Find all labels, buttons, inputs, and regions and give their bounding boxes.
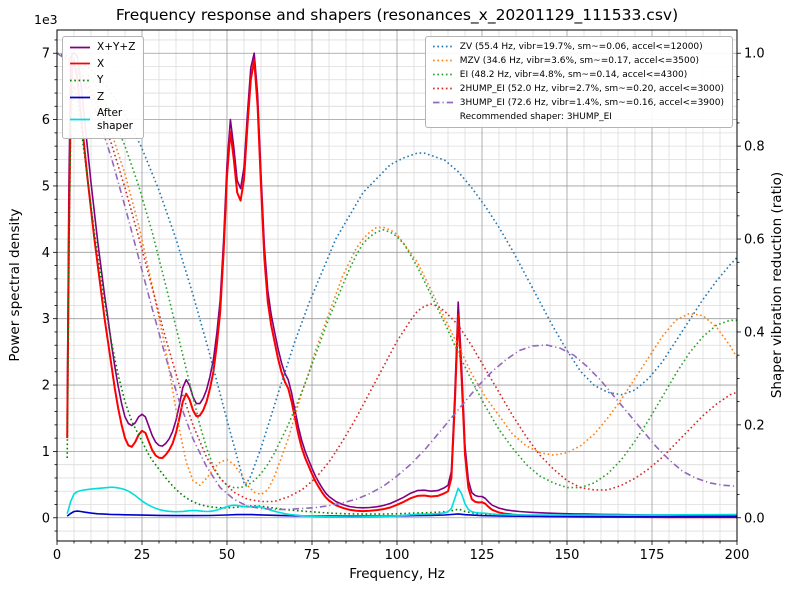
- x-tick-label: 125: [470, 548, 495, 563]
- tick-labels: 0 25 50 75 100 125 150 175 200 0 1 2 3 4 5 6 7 0.0 0.2 0.4 0…: [42, 47, 765, 563]
- series-layer: [57, 52, 737, 519]
- series-2hump-ei: [57, 52, 737, 503]
- legend-label: X: [97, 57, 105, 70]
- y-axis-label-left: Power spectral density: [7, 208, 23, 362]
- y2-tick-label: 1.0: [744, 47, 765, 62]
- x-tick-label: 0: [53, 548, 61, 563]
- y-tick-label: 5: [42, 179, 50, 194]
- legend-line-sample: [70, 96, 90, 98]
- legend-line-sample: [70, 46, 90, 49]
- series-x-y-z: [66, 52, 737, 517]
- legend-item-recommended-shaper-note: Recommended shaper: 3HUMP_EI: [432, 111, 724, 122]
- legend-label: X+Y+Z: [97, 41, 136, 53]
- series-y: [66, 85, 737, 518]
- legend-item-x-y-z: X+Y+Z: [69, 41, 135, 54]
- legend-item-mzv-34-6-hz-vibr-3-6-sm-0-17-accel-3500: MZV (34.6 Hz, vibr=3.6%, sm~=0.17, accel…: [432, 55, 724, 66]
- y-tick-label: 3: [42, 312, 50, 327]
- chart-title: Frequency response and shapers (resonanc…: [115, 6, 679, 24]
- legend-shapers: ZV (55.4 Hz, vibr=19.7%, sm~=0.06, accel…: [424, 36, 733, 128]
- legend-label: Z: [97, 90, 105, 103]
- y-tick-label: 0: [42, 511, 50, 526]
- legend-psd: X+Y+Z X Y Z After shaper: [62, 36, 145, 139]
- y-tick-label: 7: [42, 47, 50, 62]
- y-tick-label: 1: [42, 445, 50, 460]
- y2-tick-label: 0.6: [744, 233, 765, 248]
- legend-line-sample: [70, 119, 90, 121]
- series-after-shaper: [66, 486, 737, 518]
- legend-item-z: Z: [69, 91, 135, 104]
- x-axis-label: Frequency, Hz: [349, 566, 445, 582]
- series-z: [66, 510, 737, 518]
- legend-item-3hump-ei-72-6-hz-vibr-1-4-sm-0-16-accel-: 3HUMP_EI (72.6 Hz, vibr=1.4%, sm~=0.16, …: [432, 97, 724, 108]
- legend-label: EI (48.2 Hz, vibr=4.8%, sm~=0.14, accel<…: [459, 69, 688, 80]
- y-tick-label: 2: [42, 379, 50, 394]
- series-x: [66, 58, 737, 519]
- legend-line-sample: [432, 59, 453, 62]
- y-axis-offset-label: 1e3: [34, 12, 58, 27]
- legend-label: Recommended shaper: 3HUMP_EI: [459, 111, 612, 122]
- legend-label: Y: [97, 74, 104, 87]
- y2-tick-label: 0.0: [744, 511, 765, 526]
- legend-line-sample: [70, 79, 90, 82]
- x-tick-label: 175: [640, 548, 665, 563]
- legend-item-2hump-ei-52-0-hz-vibr-2-7-sm-0-20-accel-: 2HUMP_EI (52.0 Hz, vibr=2.7%, sm~=0.20, …: [432, 83, 724, 94]
- axis-ticks: [53, 39, 741, 545]
- legend-label: ZV (55.4 Hz, vibr=19.7%, sm~=0.06, accel…: [459, 41, 703, 52]
- legend-item-ei-48-2-hz-vibr-4-8-sm-0-14-accel-4300: EI (48.2 Hz, vibr=4.8%, sm~=0.14, accel<…: [432, 69, 724, 80]
- y2-tick-label: 0.8: [744, 140, 765, 155]
- series-ei: [57, 52, 737, 489]
- x-tick-label: 150: [555, 548, 580, 563]
- legend-item-y: Y: [69, 74, 135, 87]
- legend-item-zv-55-4-hz-vibr-19-7-sm-0-06-accel-12000: ZV (55.4 Hz, vibr=19.7%, sm~=0.06, accel…: [432, 41, 724, 52]
- legend-item-x: X: [69, 58, 135, 71]
- legend-label: After shaper: [97, 107, 134, 132]
- legend-line-sample: [432, 73, 453, 76]
- legend-line-sample: [432, 45, 453, 48]
- y-tick-label: 6: [42, 113, 50, 128]
- x-tick-label: 200: [725, 548, 750, 563]
- legend-line-sample: [432, 101, 453, 104]
- x-tick-label: 50: [219, 548, 236, 563]
- legend-label: 2HUMP_EI (52.0 Hz, vibr=2.7%, sm~=0.20, …: [459, 83, 724, 94]
- x-tick-label: 100: [385, 548, 410, 563]
- legend-line-sample: [432, 87, 453, 90]
- x-tick-label: 25: [134, 548, 151, 563]
- x-tick-label: 75: [304, 548, 321, 563]
- legend-line-sample: [432, 111, 454, 122]
- legend-line-sample: [70, 62, 90, 65]
- legend-label: MZV (34.6 Hz, vibr=3.6%, sm~=0.17, accel…: [459, 55, 699, 66]
- series-3hump-ei: [57, 52, 737, 511]
- y2-tick-label: 0.4: [744, 325, 765, 340]
- y-axis-label-right: Shaper vibration reduction (ratio): [769, 171, 785, 399]
- y-tick-label: 4: [42, 246, 50, 261]
- y2-tick-label: 0.2: [744, 418, 765, 433]
- legend-item-after-shaper: After shaper: [69, 107, 135, 132]
- grid-minor: [57, 30, 737, 541]
- legend-label: 3HUMP_EI (72.6 Hz, vibr=1.4%, sm~=0.16, …: [459, 97, 724, 108]
